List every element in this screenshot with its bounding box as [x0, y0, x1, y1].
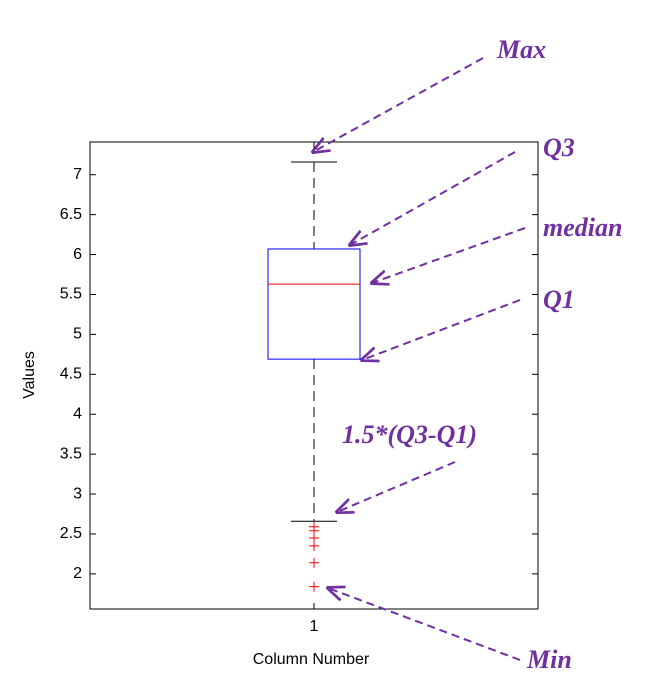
y-tick-label: 3: [73, 485, 82, 502]
arrow: [350, 151, 516, 245]
y-tick-label: 4: [73, 405, 82, 422]
arrow: [372, 227, 526, 283]
y-tick-label: 3.5: [60, 445, 82, 462]
arrow: [362, 299, 521, 360]
y-tick-label: 4.5: [60, 366, 82, 383]
arrow: [328, 588, 521, 661]
y-tick-label: 7: [73, 166, 82, 183]
annotation-arrows: [313, 57, 526, 661]
annotation: Q1: [543, 285, 575, 314]
y-axis-label: Values: [21, 351, 38, 399]
outlier: [309, 557, 319, 568]
y-tick-label: 2: [73, 565, 82, 582]
annotation: Max: [496, 35, 546, 64]
annotation: Min: [526, 645, 572, 674]
box: [267, 248, 361, 360]
y-tick-label: 2.5: [60, 525, 82, 542]
arrow: [337, 461, 456, 512]
x-tick-label: 1: [310, 618, 319, 635]
annotation: median: [543, 213, 622, 242]
annotation: Q3: [543, 133, 575, 162]
y-tick-label: 6.5: [60, 206, 82, 223]
outlier: [309, 540, 319, 551]
y-tick-label: 5.5: [60, 286, 82, 303]
y-tick-label: 6: [73, 246, 82, 263]
arrow: [313, 57, 484, 152]
x-axis-label: Column Number: [253, 651, 370, 668]
y-tick-label: 5: [73, 326, 82, 343]
outlier: [309, 581, 319, 592]
annotation: 1.5*(Q3-Q1): [342, 420, 477, 449]
